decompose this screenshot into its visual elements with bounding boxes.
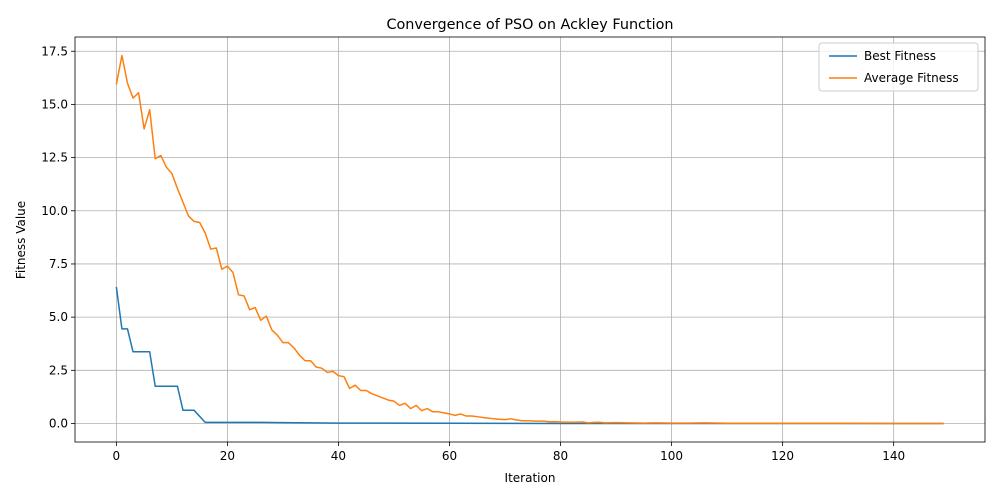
y-axis-label: Fitness Value [14,201,28,279]
legend: Best Fitness Average Fitness [818,42,979,92]
legend-label-best-fitness: Best Fitness [864,49,936,63]
series-line-best-fitness [115,286,944,425]
plot-area: 0 20 40 60 80 100 120 140 0.0 2.5 5.0 7.5 10.0 12.5 15… [41,36,986,463]
y-tick-label: 15.0 [41,97,68,111]
x-tick-label: 40 [331,449,346,463]
y-tick-label: 12.5 [41,151,68,165]
y-tick-label: 7.5 [49,257,68,271]
legend-box [818,42,979,92]
x-tick-label: 60 [442,449,457,463]
y-tick-label: 5.0 [49,310,68,324]
series-line-average-fitness [115,54,944,425]
x-tick-label: 20 [220,449,235,463]
y-tick-label: 0.0 [49,416,68,430]
chart-title: Convergence of PSO on Ackley Function [386,17,673,33]
x-tick-label: 80 [553,449,568,463]
x-tick-label: 100 [660,449,683,463]
x-tick-label: 140 [882,449,905,463]
x-axis-label: Iteration [505,471,556,485]
y-tick-label: 17.5 [41,44,68,58]
axes-frame [74,36,986,443]
x-tick-label: 0 [113,449,121,463]
x-tick-label: 120 [771,449,794,463]
y-tick-label: 10.0 [41,204,68,218]
legend-label-average-fitness: Average Fitness [864,71,959,85]
y-tick-label: 2.5 [49,363,68,377]
